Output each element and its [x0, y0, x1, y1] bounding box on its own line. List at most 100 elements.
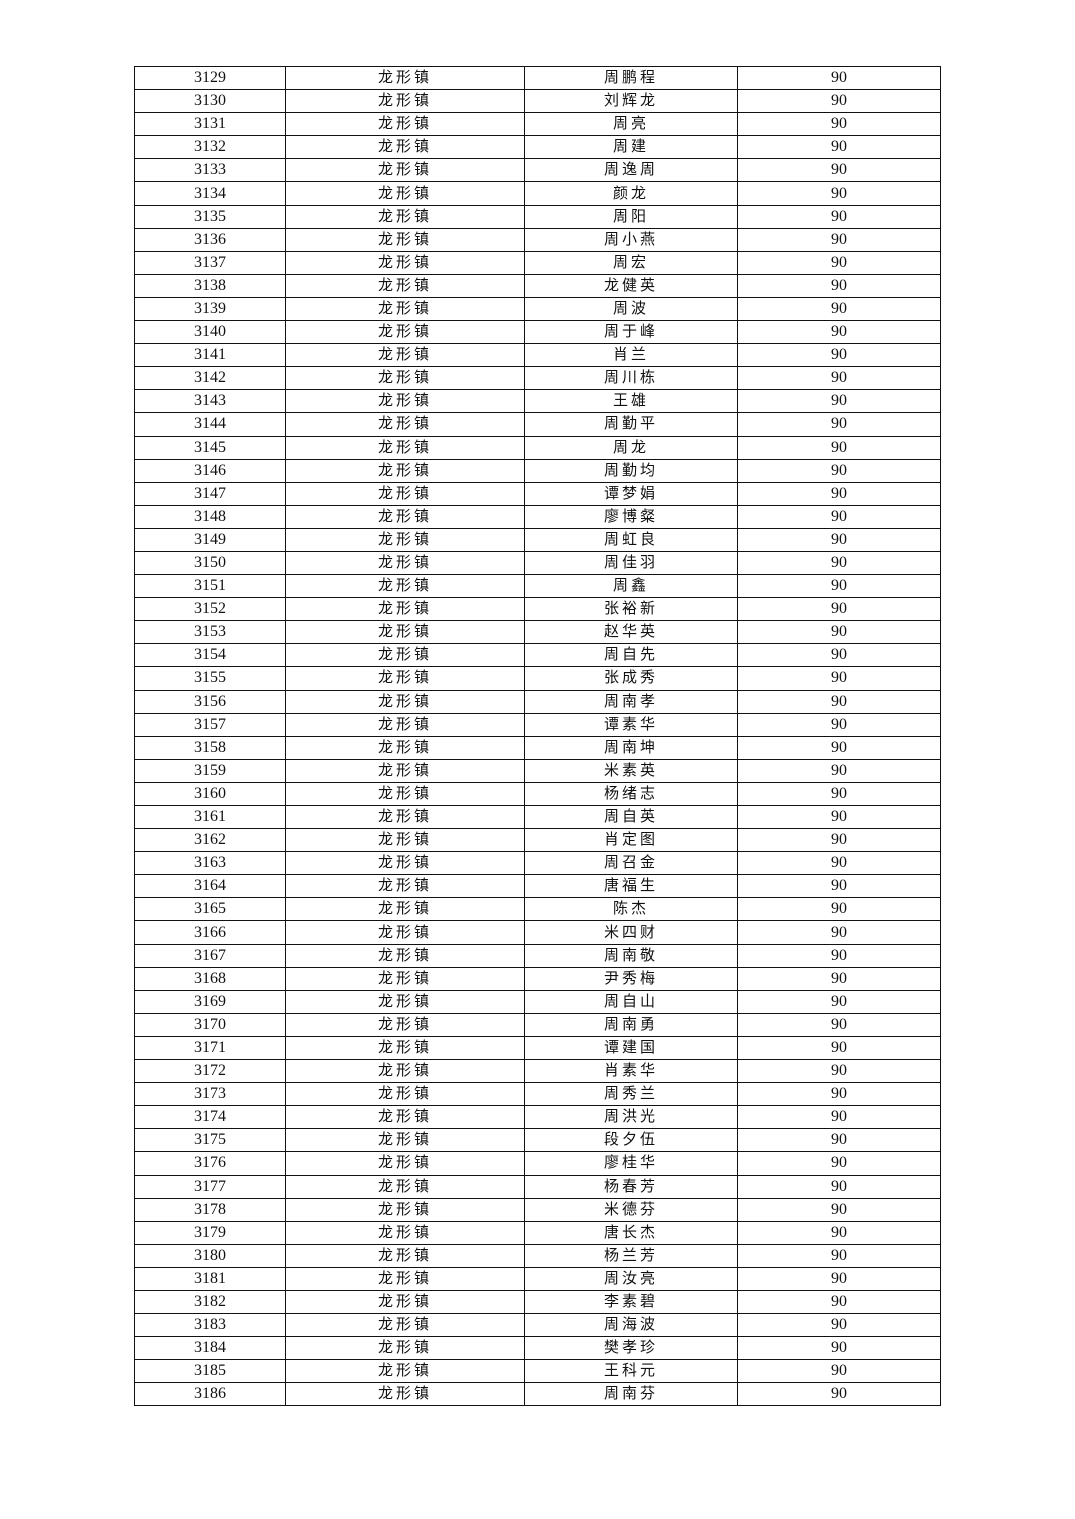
table-row: 3166 龙形镇 米四财 90 — [134, 920, 941, 945]
score-cell: 90 — [737, 874, 941, 899]
table-row: 3162 龙形镇 肖定图 90 — [134, 828, 941, 853]
row-number-cell: 3139 — [134, 296, 286, 322]
score-cell: 90 — [737, 1382, 941, 1407]
row-number-cell: 3178 — [134, 1197, 286, 1222]
name-cell: 周南芬 — [524, 1382, 738, 1407]
table-row: 3175 龙形镇 段夕伍 90 — [134, 1128, 941, 1153]
town-cell: 龙形镇 — [285, 781, 525, 807]
score-cell: 90 — [737, 1174, 941, 1199]
name-cell: 张裕新 — [524, 597, 738, 622]
table-row: 3161 龙形镇 周自英 90 — [134, 804, 941, 830]
table-row: 3159 龙形镇 米素英 90 — [134, 758, 941, 783]
table-row: 3171 龙形镇 谭建国 90 — [134, 1035, 941, 1061]
score-cell: 90 — [737, 966, 941, 991]
table-row: 3160 龙形镇 杨绪志 90 — [134, 781, 941, 807]
row-number-cell: 3155 — [134, 666, 286, 691]
name-cell: 谭建国 — [524, 1035, 738, 1061]
town-cell: 龙形镇 — [285, 204, 525, 229]
town-cell: 龙形镇 — [285, 481, 525, 506]
table-row: 3177 龙形镇 杨春芳 90 — [134, 1174, 941, 1199]
town-cell: 龙形镇 — [285, 897, 525, 922]
name-cell: 周洪光 — [524, 1105, 738, 1130]
row-number-cell: 3171 — [134, 1035, 286, 1061]
score-cell: 90 — [737, 1128, 941, 1153]
score-cell: 90 — [737, 989, 941, 1014]
score-cell: 90 — [737, 250, 941, 275]
score-cell: 90 — [737, 1289, 941, 1315]
name-cell: 李素碧 — [524, 1289, 738, 1315]
table-row: 3151 龙形镇 周鑫 90 — [134, 574, 941, 599]
score-cell: 90 — [737, 1151, 941, 1176]
name-cell: 周佳羽 — [524, 550, 738, 576]
town-cell: 龙形镇 — [285, 758, 525, 783]
name-cell: 周召金 — [524, 851, 738, 876]
town-cell: 龙形镇 — [285, 597, 525, 622]
score-cell: 90 — [737, 273, 941, 298]
town-cell: 龙形镇 — [285, 435, 525, 460]
score-cell: 90 — [737, 296, 941, 322]
row-number-cell: 3145 — [134, 435, 286, 460]
score-cell: 90 — [737, 1197, 941, 1222]
table-row: 3163 龙形镇 周召金 90 — [134, 851, 941, 876]
town-cell: 龙形镇 — [285, 366, 525, 391]
name-cell: 周秀兰 — [524, 1082, 738, 1107]
score-cell: 90 — [737, 504, 941, 529]
town-cell: 龙形镇 — [285, 828, 525, 853]
name-cell: 周南勇 — [524, 1012, 738, 1037]
score-cell: 90 — [737, 620, 941, 645]
name-cell: 周汝亮 — [524, 1266, 738, 1291]
name-cell: 张成秀 — [524, 666, 738, 691]
score-cell: 90 — [737, 1243, 941, 1268]
table-row: 3164 龙形镇 唐福生 90 — [134, 874, 941, 899]
row-number-cell: 3151 — [134, 574, 286, 599]
table-row: 3148 龙形镇 廖博粲 90 — [134, 504, 941, 529]
row-number-cell: 3184 — [134, 1336, 286, 1361]
town-cell: 龙形镇 — [285, 1128, 525, 1153]
name-cell: 周南坤 — [524, 735, 738, 760]
town-cell: 龙形镇 — [285, 296, 525, 322]
row-number-cell: 3169 — [134, 989, 286, 1014]
row-number-cell: 3144 — [134, 412, 286, 437]
town-cell: 龙形镇 — [285, 504, 525, 529]
score-cell: 90 — [737, 435, 941, 460]
name-cell: 樊孝珍 — [524, 1336, 738, 1361]
name-cell: 尹秀梅 — [524, 966, 738, 991]
score-cell: 90 — [737, 320, 941, 345]
name-cell: 周自山 — [524, 989, 738, 1014]
row-number-cell: 3149 — [134, 527, 286, 552]
table-row: 3185 龙形镇 王科元 90 — [134, 1359, 941, 1384]
name-cell: 周鹏程 — [524, 65, 738, 91]
score-cell: 90 — [737, 158, 941, 183]
row-number-cell: 3168 — [134, 966, 286, 991]
score-cell: 90 — [737, 758, 941, 783]
town-cell: 龙形镇 — [285, 389, 525, 414]
row-number-cell: 3140 — [134, 320, 286, 345]
row-number-cell: 3182 — [134, 1289, 286, 1315]
table-row: 3180 龙形镇 杨兰芳 90 — [134, 1243, 941, 1268]
table-row: 3174 龙形镇 周洪光 90 — [134, 1105, 941, 1130]
town-cell: 龙形镇 — [285, 550, 525, 576]
table-row: 3183 龙形镇 周海波 90 — [134, 1313, 941, 1338]
name-cell: 周亮 — [524, 112, 738, 137]
row-number-cell: 3159 — [134, 758, 286, 783]
table-row: 3178 龙形镇 米德芬 90 — [134, 1197, 941, 1222]
town-cell: 龙形镇 — [285, 920, 525, 945]
name-cell: 周南敬 — [524, 943, 738, 968]
row-number-cell: 3185 — [134, 1359, 286, 1384]
town-cell: 龙形镇 — [285, 1105, 525, 1130]
table-row: 3143 龙形镇 王雄 90 — [134, 389, 941, 414]
town-cell: 龙形镇 — [285, 966, 525, 991]
table-row: 3179 龙形镇 唐长杰 90 — [134, 1220, 941, 1245]
table-row: 3158 龙形镇 周南坤 90 — [134, 735, 941, 760]
row-number-cell: 3158 — [134, 735, 286, 760]
row-number-cell: 3130 — [134, 89, 286, 114]
score-cell: 90 — [737, 550, 941, 576]
table-row: 3176 龙形镇 廖桂华 90 — [134, 1151, 941, 1176]
score-cell: 90 — [737, 343, 941, 368]
town-cell: 龙形镇 — [285, 1382, 525, 1407]
table-row: 3149 龙形镇 周虹良 90 — [134, 527, 941, 552]
town-cell: 龙形镇 — [285, 735, 525, 760]
row-number-cell: 3174 — [134, 1105, 286, 1130]
row-number-cell: 3136 — [134, 227, 286, 252]
score-cell: 90 — [737, 1359, 941, 1384]
